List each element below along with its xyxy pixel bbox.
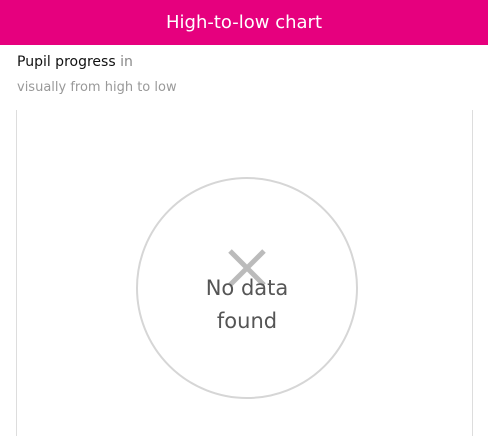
- description-bold: Pupil progress: [17, 54, 116, 70]
- header-title: High-to-low chart: [0, 0, 488, 45]
- chart-panel: [16, 110, 473, 436]
- cross-line: [228, 249, 266, 287]
- subtitle: visually from high to low: [17, 80, 177, 95]
- empty-circle: [136, 177, 358, 399]
- description-rest: in: [120, 54, 133, 70]
- description: Pupil progress in: [17, 54, 133, 70]
- empty-message: No data found: [205, 276, 289, 333]
